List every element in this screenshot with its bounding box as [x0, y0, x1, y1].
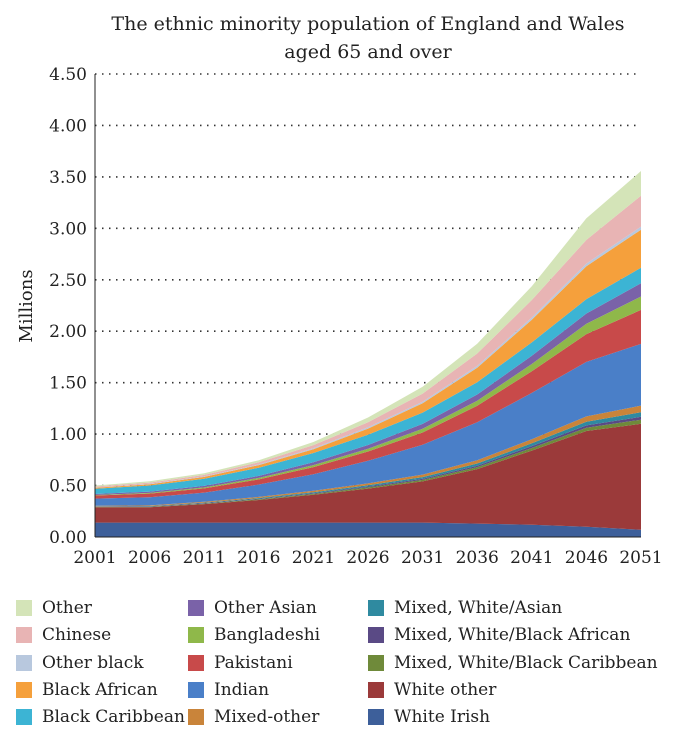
legend-label: White Irish	[394, 707, 491, 728]
area-mixed-white-black-caribbean	[95, 419, 641, 508]
axes	[94, 74, 641, 538]
gridlines	[95, 73, 641, 487]
y-tick-label: 2.00	[49, 322, 87, 342]
y-tick-label: 0.00	[49, 528, 87, 548]
area-indian	[95, 343, 641, 506]
legend-swatch	[188, 600, 204, 616]
x-tick-label: 2026	[346, 548, 389, 568]
legend-label: White other	[394, 679, 497, 700]
legend-label: Black Caribbean	[42, 707, 185, 728]
area-series	[95, 171, 641, 537]
legend-item-black-african: Black African	[16, 678, 158, 702]
legend-swatch	[16, 709, 32, 726]
legend-swatch	[368, 654, 384, 671]
legend-swatch	[188, 709, 204, 726]
legend-label: Mixed, White/Black African	[394, 625, 631, 646]
legend-item-other-black: Other black	[16, 651, 144, 675]
legend-swatch	[16, 627, 32, 644]
legend-swatch	[16, 600, 32, 616]
chart-subtitle: aged 65 and over	[284, 41, 452, 63]
legend-item-mixed-white-asian: Mixed, White/Asian	[368, 596, 562, 620]
area-mixed-white-black-african	[95, 416, 641, 507]
x-tick-label: 2031	[401, 548, 444, 568]
x-tick-label: 2046	[565, 548, 608, 568]
legend-label: Black African	[42, 679, 158, 700]
x-tick-label: 2001	[73, 548, 116, 568]
legend-swatch	[16, 681, 32, 698]
chart-area: The ethnic minority population of Englan…	[16, 13, 663, 568]
legend-swatch	[368, 627, 384, 644]
legend-label: Mixed-other	[214, 707, 320, 728]
legend-swatch	[188, 681, 204, 698]
legend-swatch	[188, 627, 204, 644]
legend-swatch	[368, 681, 384, 698]
y-tick-label: 4.50	[49, 65, 87, 85]
y-tick-label: 1.00	[49, 425, 87, 445]
legend-item-black-caribbean: Black Caribbean	[16, 705, 185, 729]
legend-swatch	[368, 709, 384, 726]
legend-item-mixed-white-black-african: Mixed, White/Black African	[368, 623, 630, 647]
legend-item-mixed-white-black-caribbean: Mixed, White/Black Caribbean	[368, 651, 658, 675]
legend-item-indian: Indian	[188, 678, 269, 702]
area-white-irish	[95, 522, 641, 537]
y-tick-label: 3.00	[49, 219, 87, 239]
y-tick-label: 3.50	[49, 168, 87, 188]
y-tick-label: 1.50	[49, 374, 87, 394]
legend-item-bangladeshi: Bangladeshi	[188, 623, 320, 647]
legend-label: Pakistani	[214, 652, 293, 673]
x-tick-label: 2011	[183, 548, 226, 568]
x-tick-label: 2051	[619, 548, 662, 568]
x-tick-label: 2041	[510, 548, 553, 568]
y-tick-labels: 0.00 0.50 1.00 1.50 2.00 2.50 3.00 3.50 4.00 4.50	[49, 65, 87, 548]
legend-label: Indian	[214, 679, 270, 700]
y-tick-label: 0.50	[49, 477, 87, 497]
legend-label: Other	[42, 598, 92, 618]
x-tick-labels: 2001 2006 2011 2016 2021 2026 2031 2036 2041 2046…	[73, 548, 662, 568]
area-white-other	[95, 423, 641, 530]
legend-item-white-other: White other	[368, 678, 496, 702]
x-tick-label: 2036	[456, 548, 499, 568]
legend-swatch	[368, 600, 384, 616]
legend-swatch	[188, 654, 204, 671]
legend-item-other: Other	[16, 596, 92, 620]
x-tick-label: 2016	[237, 548, 280, 568]
legend-item-pakistani: Pakistani	[188, 651, 293, 675]
x-tick-label: 2006	[128, 548, 171, 568]
legend-swatch	[16, 654, 32, 671]
legend-item-chinese: Chinese	[16, 623, 111, 647]
y-axis-label: Millions	[16, 269, 37, 342]
legend-label: Chinese	[42, 625, 112, 646]
legend-label: Mixed, White/Asian	[394, 598, 563, 618]
chart-title: The ethnic minority population of Englan…	[111, 13, 624, 35]
y-tick-label: 2.50	[49, 271, 87, 291]
x-tick-label: 2021	[292, 548, 335, 568]
legend-label: Other Asian	[214, 598, 317, 618]
legend-label: Other black	[42, 652, 144, 673]
legend-item-other-asian: Other Asian	[188, 596, 317, 620]
legend-item-white-irish: White Irish	[368, 705, 490, 729]
legend-label: Mixed, White/Black Caribbean	[394, 652, 658, 673]
legend-item-mixed-other: Mixed-other	[188, 705, 319, 729]
y-tick-label: 4.00	[49, 116, 87, 136]
legend-label: Bangladeshi	[214, 625, 321, 646]
